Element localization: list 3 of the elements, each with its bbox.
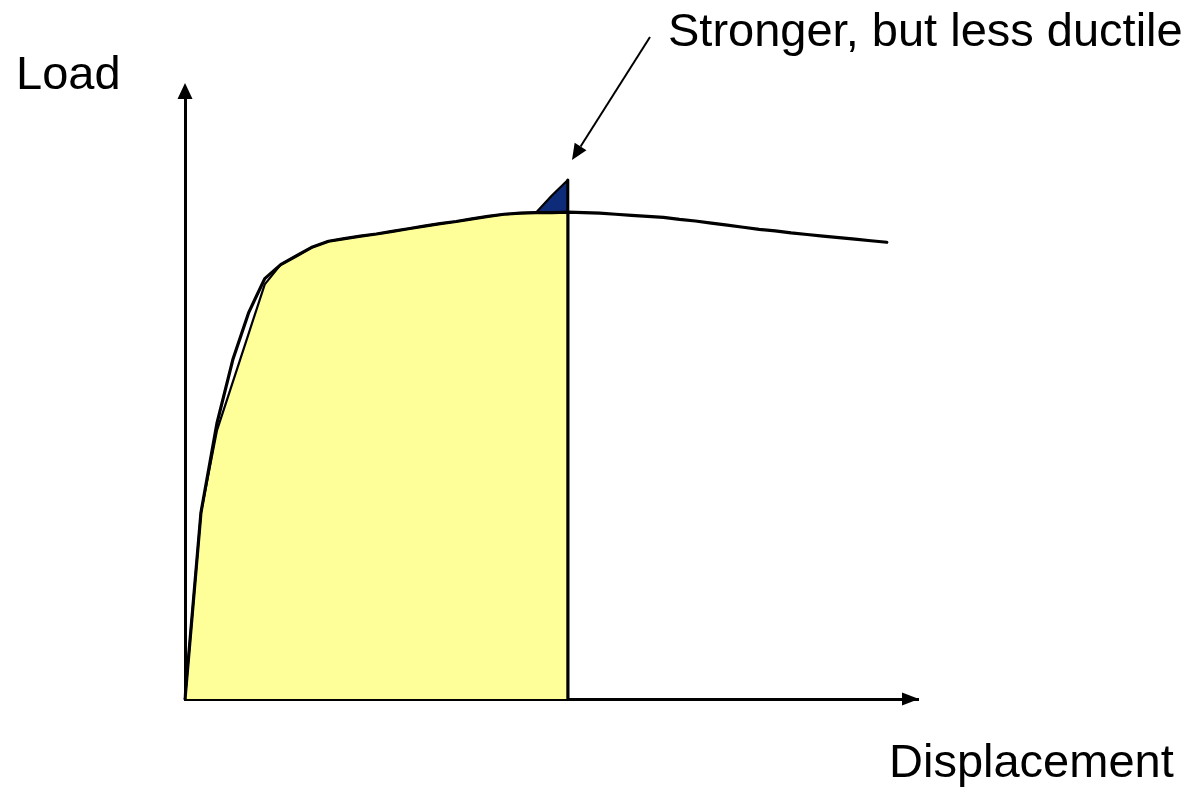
x-axis-title: Displacement: [889, 734, 1174, 787]
text: Stronger, but less ductile: [668, 3, 1183, 56]
y-axis-title: Load: [16, 46, 121, 99]
